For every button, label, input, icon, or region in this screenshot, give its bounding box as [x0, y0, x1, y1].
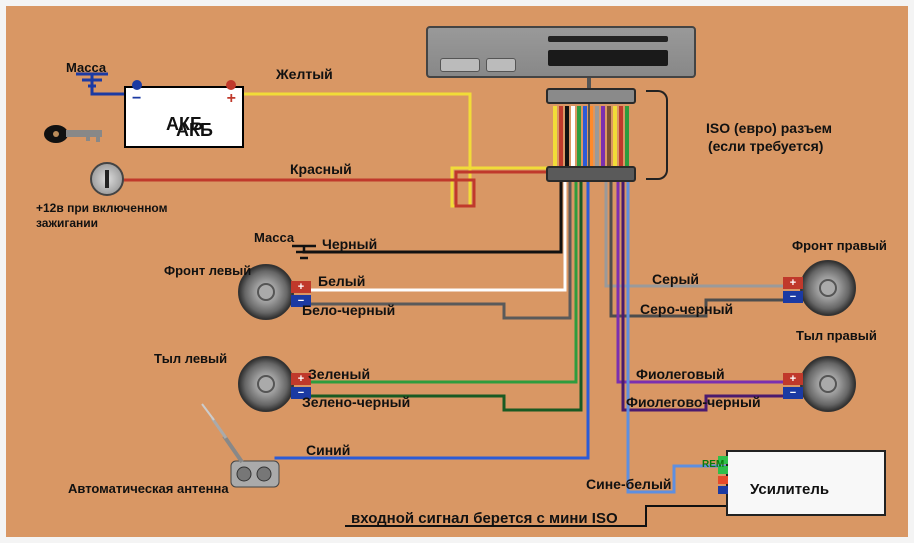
wire-purple-rr+ — [618, 181, 799, 382]
label-greenblack: Зелено-черный — [302, 394, 410, 410]
label-footer: входной сигнал берется с мини ISO — [351, 510, 618, 527]
label-green: Зеленый — [308, 366, 370, 382]
spk-fr-minus: − — [783, 291, 803, 303]
wire-yellow — [240, 94, 553, 206]
spk-fr-plus: + — [783, 277, 803, 289]
spk-rr-plus: + — [783, 373, 803, 385]
label-iso2: (если требуется) — [708, 138, 823, 154]
label-greyblack: Серо-черный — [640, 301, 733, 317]
wire-grey-black-fr- — [611, 180, 799, 316]
speaker-front-right: + − — [800, 260, 856, 316]
label-ground: Масса — [66, 60, 106, 75]
label-black: Черный — [322, 236, 377, 252]
label-whiteblack: Бело-черный — [302, 302, 395, 318]
cone-icon — [819, 375, 837, 393]
speaker-rear-left: + − — [238, 356, 294, 412]
label-front_right: Фронт правый — [792, 238, 887, 253]
cone-icon — [257, 283, 275, 301]
pos-sign: + — [227, 90, 236, 108]
iso-connector-bottom — [546, 166, 636, 182]
head-display — [548, 50, 668, 66]
label-yellow: Желтый — [276, 66, 333, 82]
label-purpleblack: Фиолегово-черный — [626, 394, 761, 410]
auto-antenna — [202, 404, 279, 487]
label-white: Белый — [318, 273, 365, 289]
label-battery_text: АКБ — [176, 120, 213, 141]
spk-fl-plus: + — [291, 281, 311, 293]
head-port — [486, 58, 516, 72]
ignition-lock — [90, 162, 124, 196]
cone-icon — [257, 375, 275, 393]
iso-bracket — [646, 90, 668, 180]
car-key — [44, 125, 102, 143]
label-purple: Фиолеговый — [636, 366, 725, 382]
wire-red — [122, 172, 556, 206]
label-rem: REM — [702, 459, 724, 470]
battery-pos — [226, 80, 236, 90]
label-rear_left: Тыл левый — [154, 351, 227, 366]
speaker-rear-right: + − — [800, 356, 856, 412]
diagram-canvas: { "type": "wiring-diagram", "canvas": { … — [6, 6, 908, 537]
head-unit — [426, 26, 696, 78]
head-connector — [440, 58, 480, 72]
spk-rr-minus: − — [783, 387, 803, 399]
neg-sign: − — [132, 90, 141, 108]
head-disc-slot — [548, 36, 668, 42]
iso-cable-bundle — [555, 106, 627, 166]
label-ignition_note: +12в при включенном — [36, 201, 167, 215]
label-bluewhite: Сине-белый — [586, 476, 672, 492]
label-amp: Усилитель — [750, 481, 829, 498]
diagram-root: { "type": "wiring-diagram", "canvas": { … — [0, 0, 914, 543]
wire-blue-white-rem — [628, 181, 726, 492]
label-rear_right: Тыл правый — [796, 328, 877, 343]
label-ant: Автоматическая антенна — [68, 481, 229, 496]
iso-connector-top — [546, 88, 636, 104]
label-front_left: Фронт левый — [164, 263, 251, 278]
battery-neg — [132, 80, 142, 90]
wire-grey-fr+ — [606, 180, 799, 286]
label-blue: Синий — [306, 442, 350, 458]
ignition-slot — [105, 170, 109, 188]
cone-icon — [819, 279, 837, 297]
label-red: Красный — [290, 161, 352, 177]
label-grey: Серый — [652, 271, 699, 287]
label-ignition_note2: зажигании — [36, 216, 98, 230]
label-mass2: Масса — [254, 230, 294, 245]
label-iso1: ISO (евро) разъем — [706, 120, 832, 136]
